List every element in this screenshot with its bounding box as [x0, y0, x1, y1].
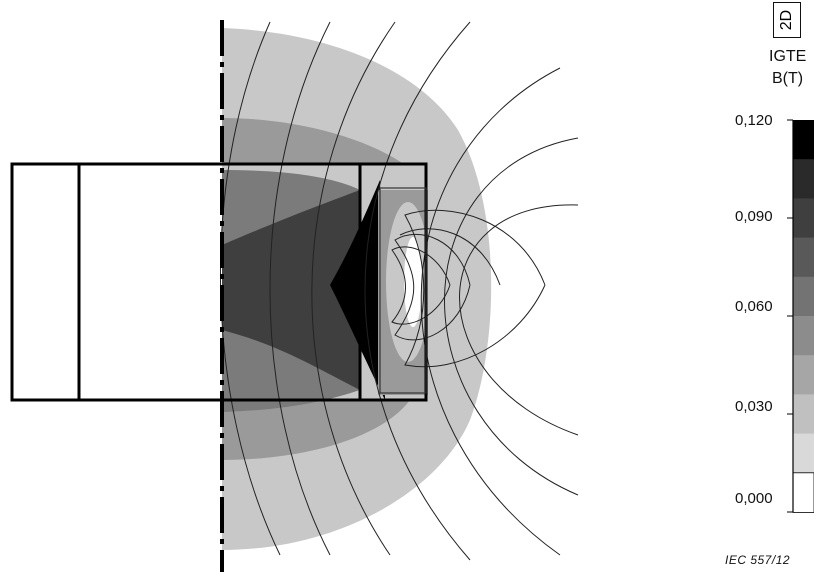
scale-band-9 — [792, 472, 814, 513]
scale-band-6 — [793, 355, 814, 395]
dimension-tag-label: 2D — [778, 9, 795, 31]
scale-tick-0000: 0,000 — [735, 490, 773, 507]
software-code: IGTE — [769, 48, 807, 65]
scale-tick-0090: 0,090 — [735, 208, 773, 225]
field-band-darkest — [330, 180, 385, 400]
scale-band-2 — [793, 198, 814, 239]
field-band-dark — [222, 190, 360, 390]
magnet-outline — [379, 187, 427, 394]
scale-band-7 — [793, 394, 814, 435]
scale-band-3 — [793, 237, 814, 278]
scale-band-5 — [793, 316, 814, 356]
scale-band-0 — [793, 120, 814, 160]
scale-band-1 — [793, 159, 814, 199]
scale-tick-0060: 0,060 — [735, 298, 773, 315]
color-scale — [787, 119, 814, 513]
field-band-medium-light-lower — [222, 400, 410, 460]
figure-caption: IEC 557/12 — [725, 553, 791, 567]
dimension-tag: 2D — [773, 2, 801, 38]
scale-band-8 — [793, 433, 814, 474]
scale-quantity: B(T) — [772, 70, 804, 87]
field-lines — [220, 21, 579, 561]
scale-tick-0120: 0,120 — [735, 112, 773, 129]
scale-tick-0030: 0,030 — [735, 398, 773, 415]
field-band-medium-light — [222, 118, 405, 165]
scale-band-4 — [793, 276, 814, 317]
